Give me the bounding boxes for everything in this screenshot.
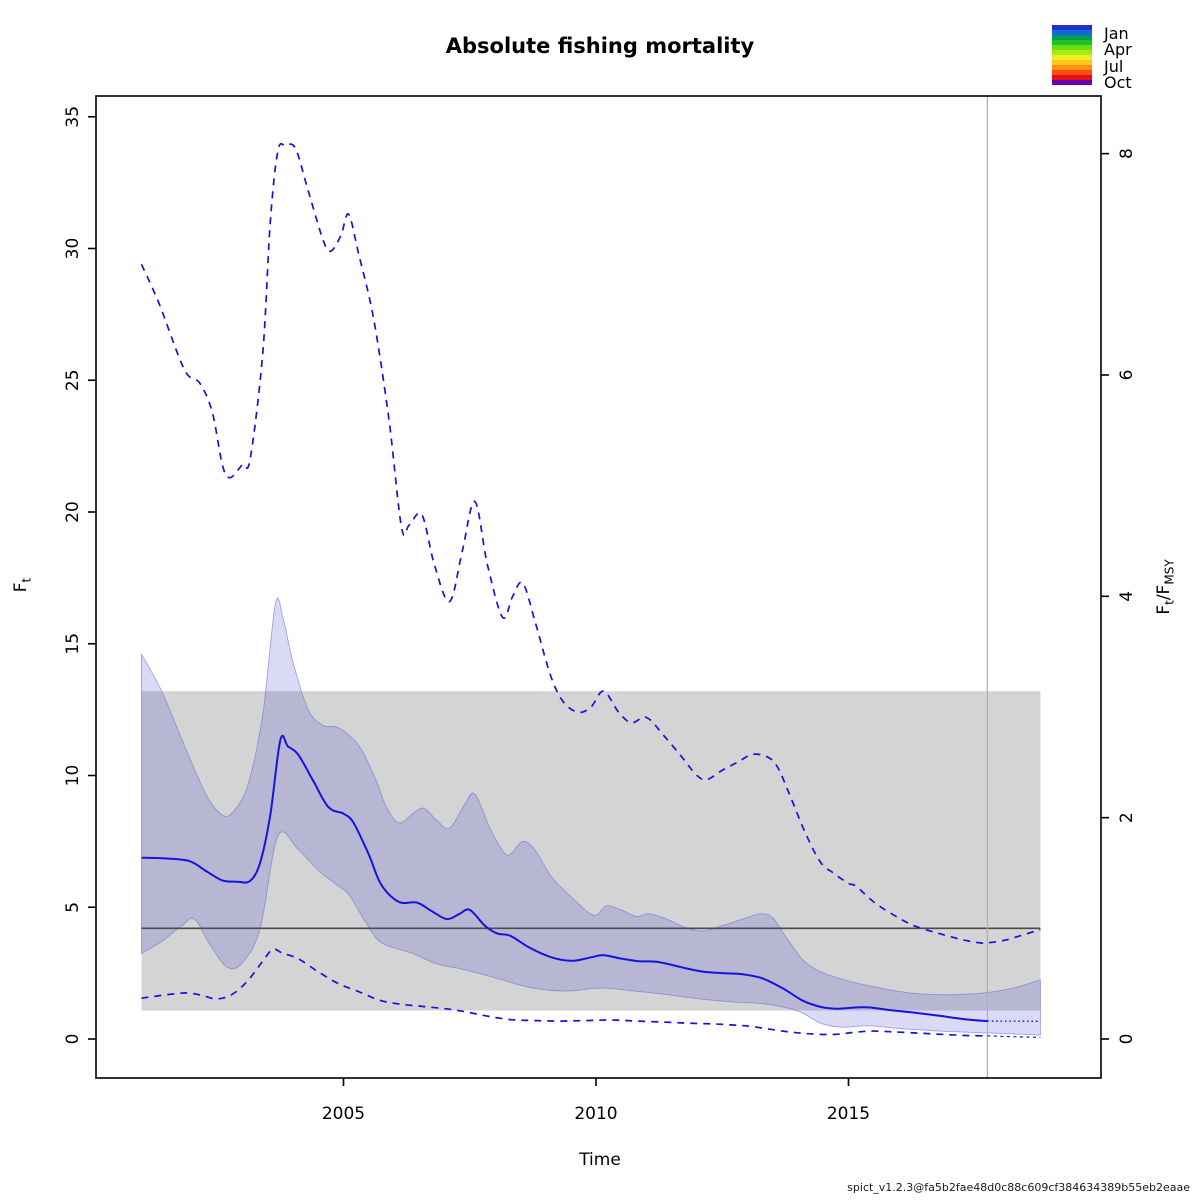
x-axis-title: Time <box>579 1150 621 1170</box>
y-left-tick-label: 0 <box>63 1034 83 1045</box>
y-left-tick-label: 15 <box>63 633 83 655</box>
y-left-tick-label: 25 <box>63 369 83 391</box>
season-color-swatch <box>1052 30 1092 35</box>
y-axis-title-right: Ft/FMSY <box>1153 559 1177 615</box>
legend-label-apr: Apr <box>1104 40 1132 59</box>
season-color-swatch <box>1052 35 1092 40</box>
f-estimate-ci-band <box>141 597 1041 1036</box>
y-right-tick-label: 2 <box>1117 812 1137 823</box>
season-color-swatch <box>1052 75 1092 80</box>
f-estimate-line <box>141 734 988 1023</box>
season-color-swatch <box>1052 60 1092 65</box>
y-right-tick-label: 4 <box>1117 591 1137 602</box>
season-color-swatch <box>1052 25 1092 30</box>
y-left-tick-label: 5 <box>63 902 83 913</box>
season-color-swatch <box>1052 65 1092 70</box>
x-tick-label: 2005 <box>322 1104 365 1124</box>
season-color-swatch <box>1052 80 1092 85</box>
page-title: Absolute fishing mortality <box>445 34 755 58</box>
y-right-tick-label: 8 <box>1117 148 1137 159</box>
season-color-swatch <box>1052 55 1092 60</box>
legend-label-jul: Jul <box>1104 57 1124 76</box>
season-colorbar-legend <box>1052 25 1092 85</box>
season-color-swatch <box>1052 70 1092 75</box>
plot-border-box <box>95 95 1102 1079</box>
x-tick-label: 2015 <box>827 1104 870 1124</box>
f-upper-95ci-line <box>140 142 1041 945</box>
y-left-tick-label: 10 <box>63 765 83 787</box>
y-right-tick-label: 0 <box>1117 1034 1137 1045</box>
legend-label-oct: Oct <box>1104 73 1132 92</box>
legend-label-jan: Jan <box>1104 24 1129 43</box>
y-left-tick-label: 30 <box>63 238 83 260</box>
f-lower-prediction-line <box>987 1035 1041 1038</box>
y-left-tick-label: 35 <box>63 106 83 128</box>
f-lower-95ci-line <box>141 948 988 1037</box>
x-tick-label: 2010 <box>574 1104 617 1124</box>
version-caption: spict_v1.2.3@fa5b2fae48d0c88c609cf384634… <box>847 1181 1190 1194</box>
season-color-swatch <box>1052 40 1092 45</box>
y-right-tick-label: 6 <box>1117 370 1137 381</box>
y-left-tick-label: 20 <box>63 501 83 523</box>
y-axis-title-left: Ft <box>10 577 34 593</box>
season-color-swatch <box>1052 45 1092 50</box>
season-color-swatch <box>1052 50 1092 55</box>
